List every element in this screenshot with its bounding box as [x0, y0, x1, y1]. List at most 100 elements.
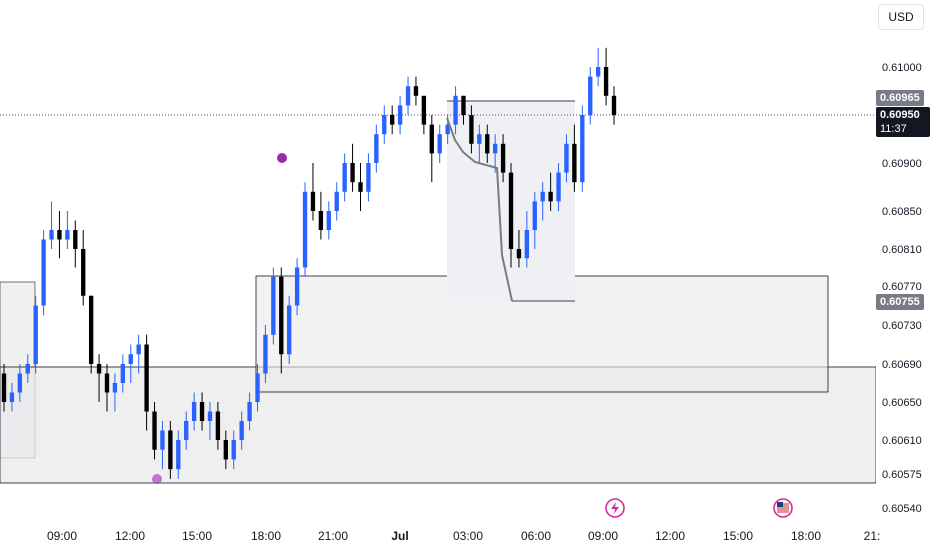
candle-body	[358, 182, 363, 192]
price-tick-label: 0.60900	[882, 158, 922, 170]
level-price-tag-top: 0.60965	[876, 90, 924, 106]
candle-body	[96, 364, 102, 374]
candle-body	[461, 95, 466, 115]
candle-body	[318, 211, 324, 230]
candle-body	[128, 354, 133, 364]
candle-body	[516, 249, 522, 259]
price-tick-label: 0.60540	[882, 503, 922, 515]
candle-body	[247, 402, 252, 421]
candle-body	[152, 411, 157, 450]
candle-body	[255, 373, 260, 402]
candle-body	[1, 373, 7, 402]
time-tick-label: Jul	[391, 529, 408, 543]
candle-body	[485, 134, 490, 154]
candle-body	[88, 295, 94, 364]
candle-body	[564, 143, 569, 173]
time-tick-label: 12:00	[115, 529, 145, 543]
candle-body	[524, 230, 530, 259]
candle-body	[421, 95, 427, 125]
time-tick-label: 09:00	[588, 529, 618, 543]
candle-body	[603, 67, 609, 96]
candle-body	[57, 230, 62, 240]
candle-body	[492, 143, 498, 154]
price-tick-label: 0.60575	[882, 469, 922, 481]
swing-low-marker	[152, 474, 162, 484]
time-tick-label: 21:00	[318, 529, 348, 543]
candle-body	[453, 95, 458, 125]
time-tick-label: 03:00	[453, 529, 483, 543]
candle-body	[223, 440, 228, 460]
candle-body	[191, 402, 197, 421]
candle-body	[112, 383, 118, 393]
candle-body	[120, 364, 126, 383]
us-flag-event-icon	[773, 498, 793, 518]
candle-body	[81, 249, 86, 296]
current-price-tag: 0.60950 11:37	[876, 107, 930, 137]
candle-body	[144, 344, 149, 412]
candle-body	[302, 191, 308, 268]
price-tick-label: 0.60650	[882, 397, 922, 409]
candle-body	[168, 430, 173, 470]
candle-body	[532, 201, 537, 230]
candle-body	[382, 115, 387, 135]
bar-countdown: 11:37	[880, 123, 907, 135]
candle-body	[239, 421, 244, 440]
candle-body	[374, 134, 379, 163]
lightning-event-icon	[605, 498, 625, 518]
candle-body	[413, 86, 419, 96]
candle-body	[41, 239, 46, 306]
candle-body	[437, 134, 442, 154]
candle-body	[350, 163, 355, 183]
candle-body	[595, 67, 601, 77]
price-tick-label: 0.60730	[882, 320, 922, 332]
time-axis: 09:00 12:00 15:00 18:00 21:00 Jul 03:00 06:00 09…	[47, 529, 880, 543]
candle-body	[287, 305, 292, 355]
candle-body	[500, 143, 506, 173]
candle-body	[508, 172, 514, 249]
candle-body	[271, 276, 276, 335]
candle-body	[326, 211, 331, 230]
candle-body	[310, 191, 316, 211]
price-axis: 0.610000.609000.608500.608100.607700.607…	[876, 0, 932, 550]
flag-canton	[777, 502, 783, 507]
candle-body	[397, 105, 403, 125]
candle-body	[580, 115, 585, 183]
currency-button[interactable]: USD	[878, 4, 924, 30]
candle-body	[65, 230, 70, 240]
candle-body	[49, 230, 54, 240]
candle-body	[176, 440, 181, 470]
candle-body	[611, 95, 617, 115]
price-tick-label: 0.60610	[882, 435, 922, 447]
current-price: 0.60950	[880, 109, 920, 121]
candle-body	[588, 76, 593, 115]
candle-body	[279, 276, 284, 355]
candle-body	[429, 124, 434, 154]
price-tick-label: 0.60770	[882, 281, 922, 293]
candle-body	[540, 191, 545, 202]
swing-high-marker	[277, 153, 287, 163]
candle-body	[477, 134, 482, 144]
price-tick-label: 0.60810	[882, 244, 922, 256]
candle-body	[556, 172, 561, 202]
time-tick-label: 18:00	[791, 529, 821, 543]
candle-body	[572, 143, 577, 183]
candle-body	[469, 115, 474, 144]
candle-body	[405, 86, 411, 106]
time-tick-label: 15:00	[723, 529, 753, 543]
time-tick-label: 06:00	[521, 529, 551, 543]
candle-body	[136, 344, 141, 355]
candle-body	[73, 230, 78, 249]
time-tick-label: 12:00	[655, 529, 685, 543]
candle-body	[366, 163, 371, 192]
candle-body	[33, 305, 38, 364]
time-tick-label: 15:00	[182, 529, 212, 543]
candle-body	[25, 364, 30, 374]
candle-body	[390, 115, 395, 125]
lightning-icon-bolt	[611, 502, 619, 514]
candle-body	[263, 334, 268, 374]
candle-body	[199, 402, 205, 421]
price-tick-label: 0.60690	[882, 359, 922, 371]
candle-body	[334, 191, 339, 211]
candle-body	[9, 392, 15, 402]
